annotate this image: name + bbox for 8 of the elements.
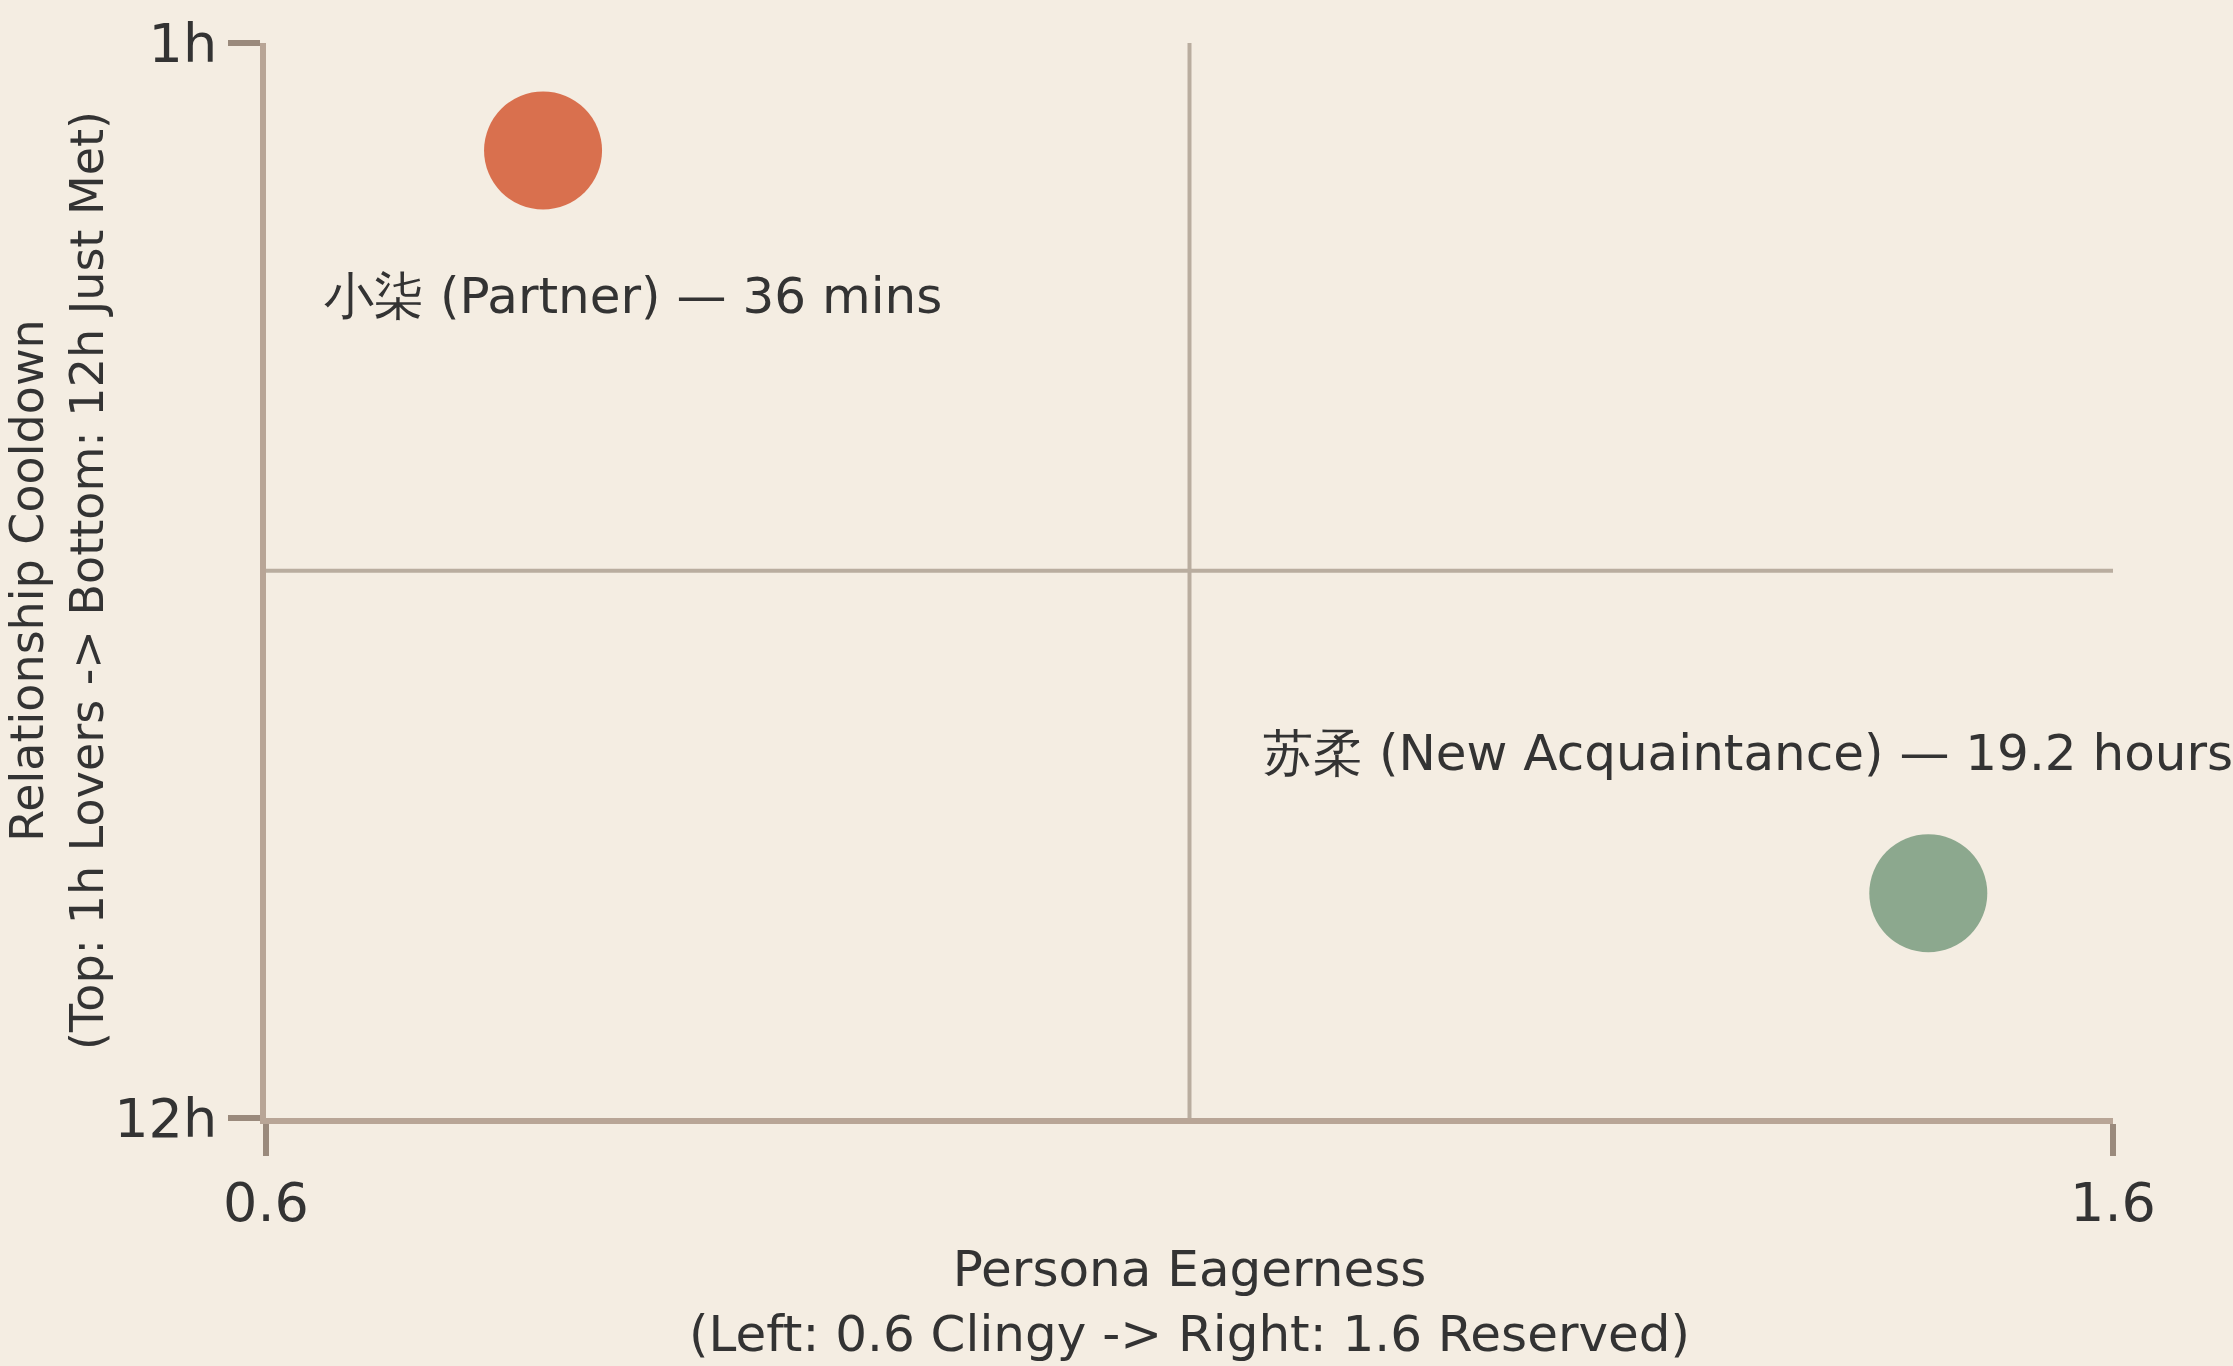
x-tick-label: 0.6 xyxy=(223,1170,309,1234)
y-axis-title: Relationship Cooldown (Top: 1h Lovers -> Bottom: 12h Just Met) xyxy=(0,111,114,1050)
x-tick-label: 1.6 xyxy=(2070,1170,2156,1234)
y-tick-label: 12h xyxy=(114,1086,218,1150)
x-axis-title: Persona Eagerness (Left: 0.6 Clingy -> Right: 1.6 Reserved) xyxy=(688,1239,1691,1363)
annotation: 苏柔 (New Acquaintance) — 19.2 hours xyxy=(1263,724,2233,782)
annotation: 小柒 (Partner) — 36 mins xyxy=(324,267,943,325)
y-tick-label: 1h xyxy=(148,11,218,75)
